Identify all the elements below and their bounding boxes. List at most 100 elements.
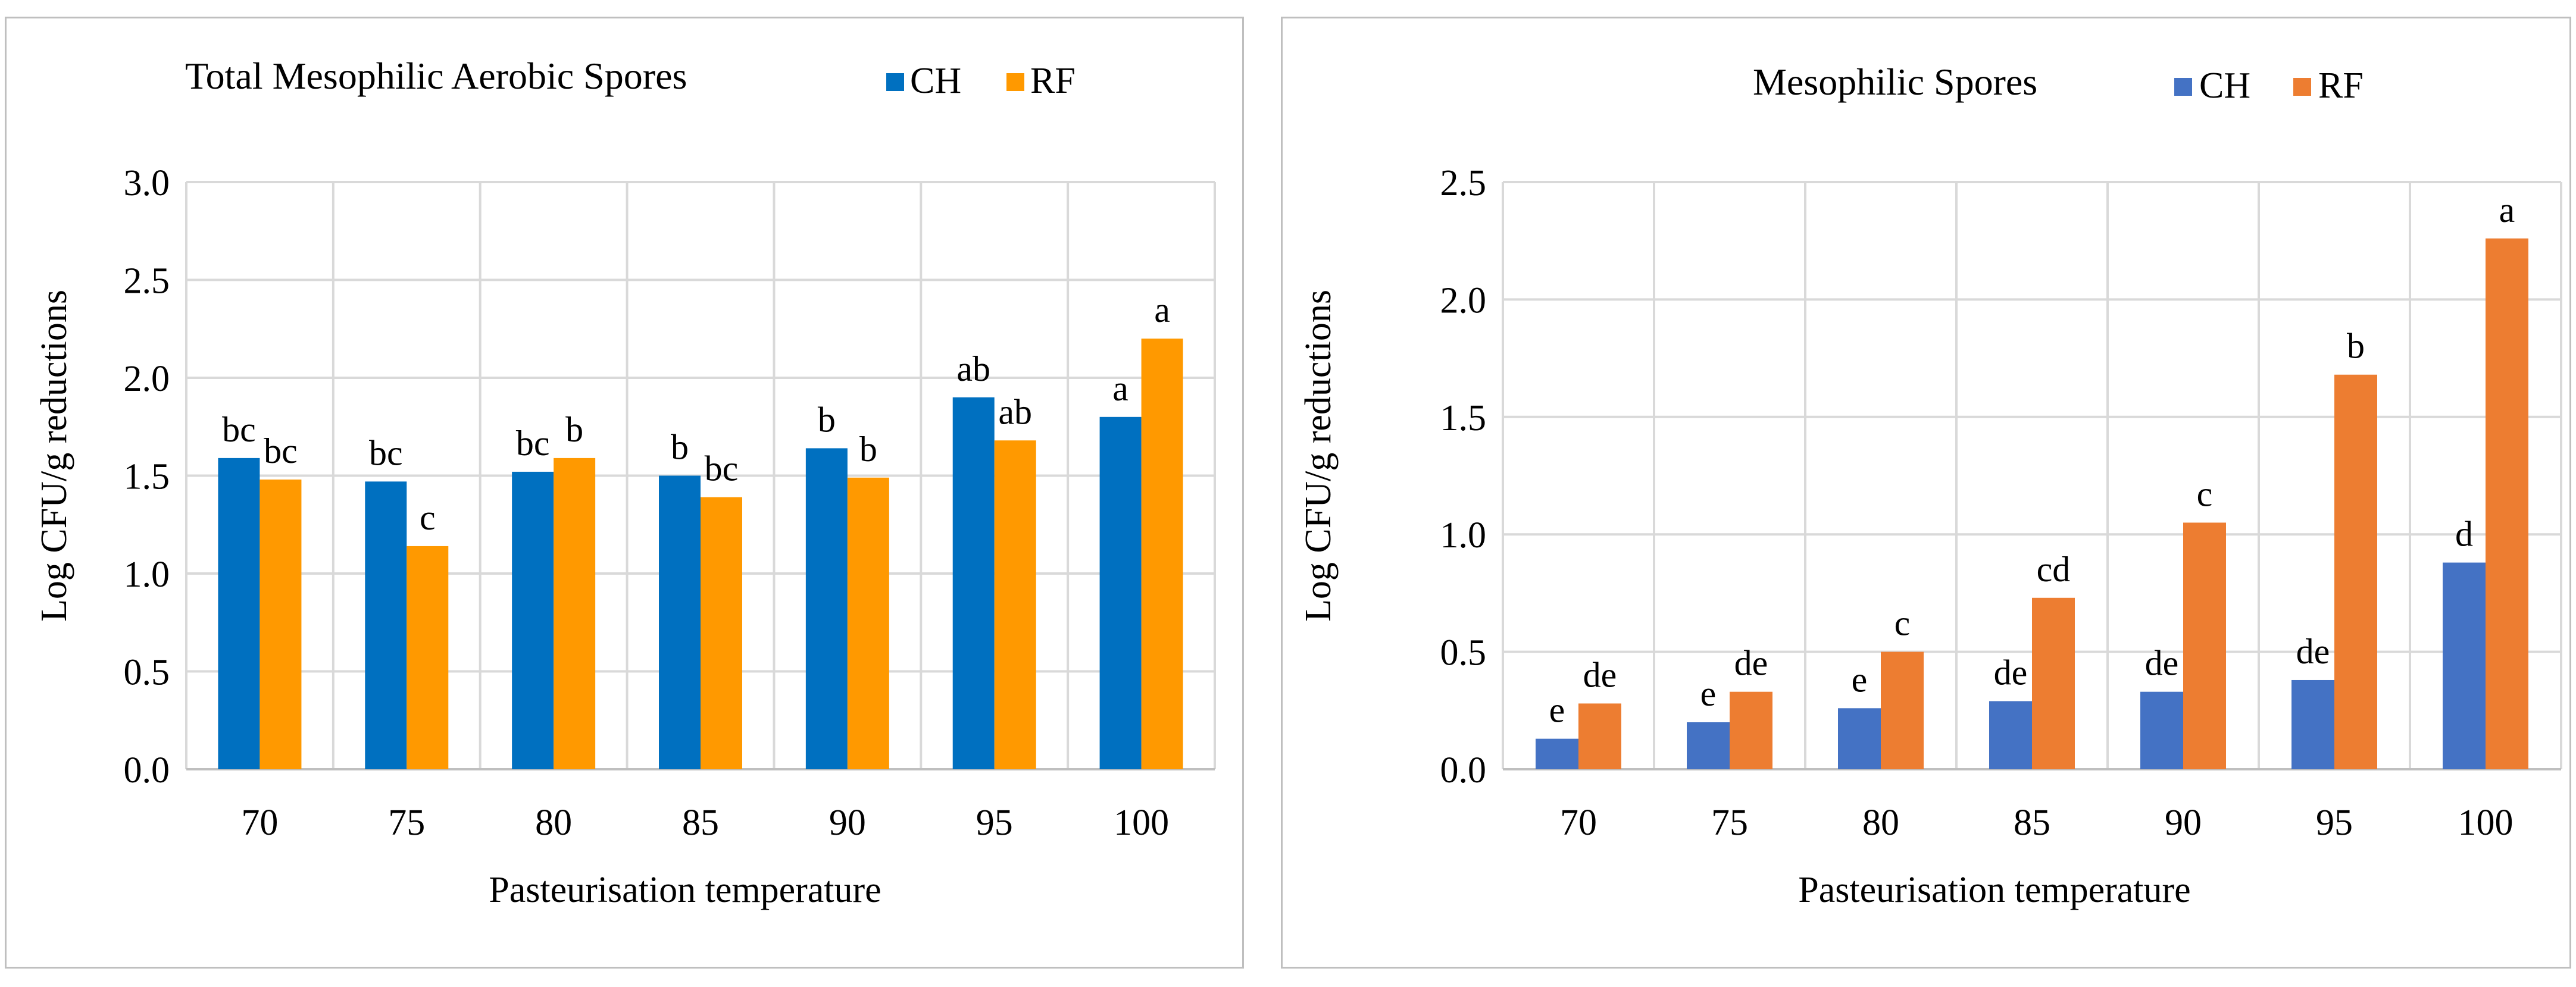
chart-left-svg: Total Mesophilic Aerobic Spores CH RF 0.… xyxy=(34,55,1216,910)
bar-label: a xyxy=(2499,190,2515,230)
y-axis-label: Log CFU/g reductions xyxy=(34,290,74,622)
chart-title: Total Mesophilic Aerobic Spores xyxy=(185,55,687,97)
y-tick-label: 2.0 xyxy=(124,359,170,399)
bar-label: cd xyxy=(2037,550,2071,589)
chart-right-svg: Mesophilic Spores CH RF 0.0 0.5 1.0 1.5 2.0 2… xyxy=(1298,61,2562,910)
bar-label: bc xyxy=(222,410,256,449)
bar-label: bc xyxy=(264,431,298,471)
bar-label: e xyxy=(1700,674,1717,713)
bar-ch xyxy=(2291,679,2334,769)
legend-label-rf: RF xyxy=(2318,65,2364,106)
bar-label: de xyxy=(1734,644,1768,683)
bar-label: e xyxy=(1549,691,1565,730)
y-tick-label: 2.5 xyxy=(1440,163,1487,203)
bar-label: b xyxy=(2347,327,2365,366)
legend-swatch-ch xyxy=(2174,78,2192,96)
y-tick-label: 1.5 xyxy=(124,457,170,497)
bar-label: de xyxy=(1583,655,1617,694)
legend-swatch-rf xyxy=(2293,78,2311,96)
y-tick-label: 1.0 xyxy=(1440,515,1487,556)
y-tick-label: 2.0 xyxy=(1440,280,1487,321)
bar-label: b xyxy=(671,428,689,467)
bar-label: c xyxy=(1895,604,1911,643)
bar-rf xyxy=(2183,522,2226,769)
bar-rf xyxy=(1730,691,1772,769)
bar-ch xyxy=(1838,708,1881,769)
bar-rf xyxy=(2334,374,2377,769)
legend-swatch-ch xyxy=(886,73,904,91)
bar-ch xyxy=(659,475,701,769)
bar-label: d xyxy=(2455,515,2473,554)
bar-label: a xyxy=(1112,369,1128,408)
bar-ch xyxy=(1099,416,1142,769)
bar-label: ab xyxy=(998,392,1032,431)
bar-ch xyxy=(1989,701,2032,769)
y-tick-label: 0.5 xyxy=(1440,633,1487,673)
x-tick-label: 95 xyxy=(2316,803,2353,843)
bar-rf xyxy=(260,480,302,769)
y-tick-label: 0.0 xyxy=(124,750,170,791)
bar-rf xyxy=(407,546,449,769)
x-tick-label: 90 xyxy=(2165,803,2202,843)
bar-ch xyxy=(2443,562,2486,769)
bar-label: b xyxy=(859,430,877,469)
bar-label: bc xyxy=(516,424,550,463)
x-tick-label: 80 xyxy=(535,803,572,843)
bar-rf xyxy=(994,440,1036,769)
y-tick-label: 2.5 xyxy=(124,261,170,302)
bar-rf xyxy=(2032,597,2075,769)
x-tick-label: 75 xyxy=(1711,803,1748,843)
bar-label: b xyxy=(818,400,836,439)
bar-label: bc xyxy=(705,449,739,488)
bar-rf xyxy=(1141,339,1183,769)
x-tick-label: 85 xyxy=(682,803,719,843)
y-tick-label: 0.5 xyxy=(124,653,170,693)
bar-label: ab xyxy=(956,349,990,388)
bar-label: bc xyxy=(369,433,403,472)
x-axis-label: Pasteurisation temperature xyxy=(1798,870,2190,910)
bar-rf xyxy=(1578,703,1621,769)
x-tick-label: 75 xyxy=(388,803,425,843)
y-axis-label: Log CFU/g reductions xyxy=(1298,290,1339,622)
bar-label: a xyxy=(1154,290,1170,330)
chart-panel-right: Mesophilic Spores CH RF 0.0 0.5 1.0 1.5 2.0 2… xyxy=(1281,17,2571,969)
bar-ch xyxy=(365,481,407,769)
chart-panel-left: Total Mesophilic Aerobic Spores CH RF 0.… xyxy=(5,17,1244,969)
x-axis-label: Pasteurisation temperature xyxy=(489,870,881,910)
x-tick-label: 90 xyxy=(829,803,866,843)
bar-label: de xyxy=(2296,632,2330,671)
bar-ch xyxy=(512,471,554,769)
bar-rf xyxy=(847,477,889,769)
bar-rf xyxy=(2486,238,2528,769)
bar-ch xyxy=(1687,722,1730,769)
legend-swatch-rf xyxy=(1006,73,1024,91)
bar-rf xyxy=(1881,651,1924,769)
bar-ch xyxy=(2140,691,2183,769)
y-tick-label: 1.0 xyxy=(124,554,170,595)
bar-rf xyxy=(554,458,596,769)
x-tick-label: 80 xyxy=(1862,803,1899,843)
chart-title: Mesophilic Spores xyxy=(1753,61,2037,103)
y-tick-label: 0.0 xyxy=(1440,750,1487,791)
bar-label: b xyxy=(565,410,583,449)
y-tick-label: 3.0 xyxy=(124,163,170,203)
bar-label: c xyxy=(2197,474,2213,513)
legend-label-rf: RF xyxy=(1030,61,1076,101)
bar-ch xyxy=(218,458,260,769)
bar-label: de xyxy=(2145,644,2179,683)
x-tick-label: 95 xyxy=(976,803,1013,843)
y-tick-label: 1.5 xyxy=(1440,398,1487,438)
bar-rf xyxy=(701,497,742,769)
bar-ch xyxy=(952,397,995,769)
legend-label-ch: CH xyxy=(910,61,961,101)
bar-label: de xyxy=(1994,653,2028,693)
bar-label: e xyxy=(1852,660,1868,699)
x-tick-label: 70 xyxy=(1560,803,1597,843)
bar-label: c xyxy=(420,498,436,537)
bar-ch xyxy=(1536,738,1578,769)
bar-ch xyxy=(805,448,848,769)
x-tick-label: 70 xyxy=(241,803,278,843)
x-tick-label: 85 xyxy=(2014,803,2050,843)
x-tick-label: 100 xyxy=(1114,803,1169,843)
x-tick-label: 100 xyxy=(2458,803,2514,843)
